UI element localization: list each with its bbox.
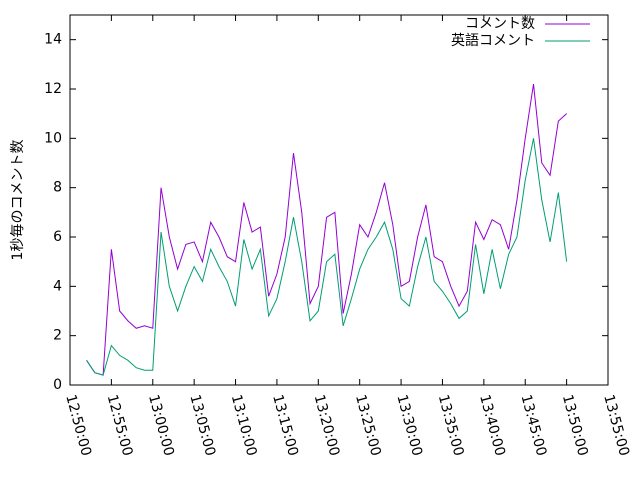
y-tick-label: 6 (53, 229, 62, 245)
x-tick-label: 13:20:00 (311, 393, 343, 458)
y-tick-label: 12 (44, 81, 62, 97)
x-tick-label: 12:50:00 (62, 393, 94, 458)
x-tick-label: 13:45:00 (518, 393, 550, 458)
plot-border (69, 14, 609, 386)
series-line (86, 83, 567, 376)
x-tick-label: 13:35:00 (435, 393, 467, 458)
y-tick-label: 10 (44, 130, 62, 146)
y-tick-label: 4 (53, 278, 62, 294)
y-tick-label: 14 (44, 32, 62, 48)
x-tick-label: 13:10:00 (228, 393, 260, 458)
x-tick-label: 13:15:00 (269, 393, 301, 458)
y-tick-label: 0 (53, 377, 62, 393)
x-tick-label: 13:40:00 (476, 393, 508, 458)
y-tick-label: 2 (53, 328, 62, 344)
series-line (86, 138, 568, 376)
x-tick-label: 13:50:00 (559, 393, 591, 458)
y-tick-label: 8 (53, 180, 62, 196)
x-tick-label: 13:00:00 (145, 393, 177, 458)
legend-label: コメント数 (465, 16, 535, 32)
y-axis-label: 1秒毎のコメント数 (10, 140, 26, 261)
x-tick-label: 13:55:00 (600, 393, 632, 458)
x-tick-label: 13:05:00 (186, 393, 218, 458)
x-tick-label: 13:25:00 (352, 393, 384, 458)
x-tick-label: 12:55:00 (104, 393, 136, 458)
legend-label: 英語コメント (451, 32, 535, 49)
x-tick-label: 13:30:00 (393, 393, 425, 458)
